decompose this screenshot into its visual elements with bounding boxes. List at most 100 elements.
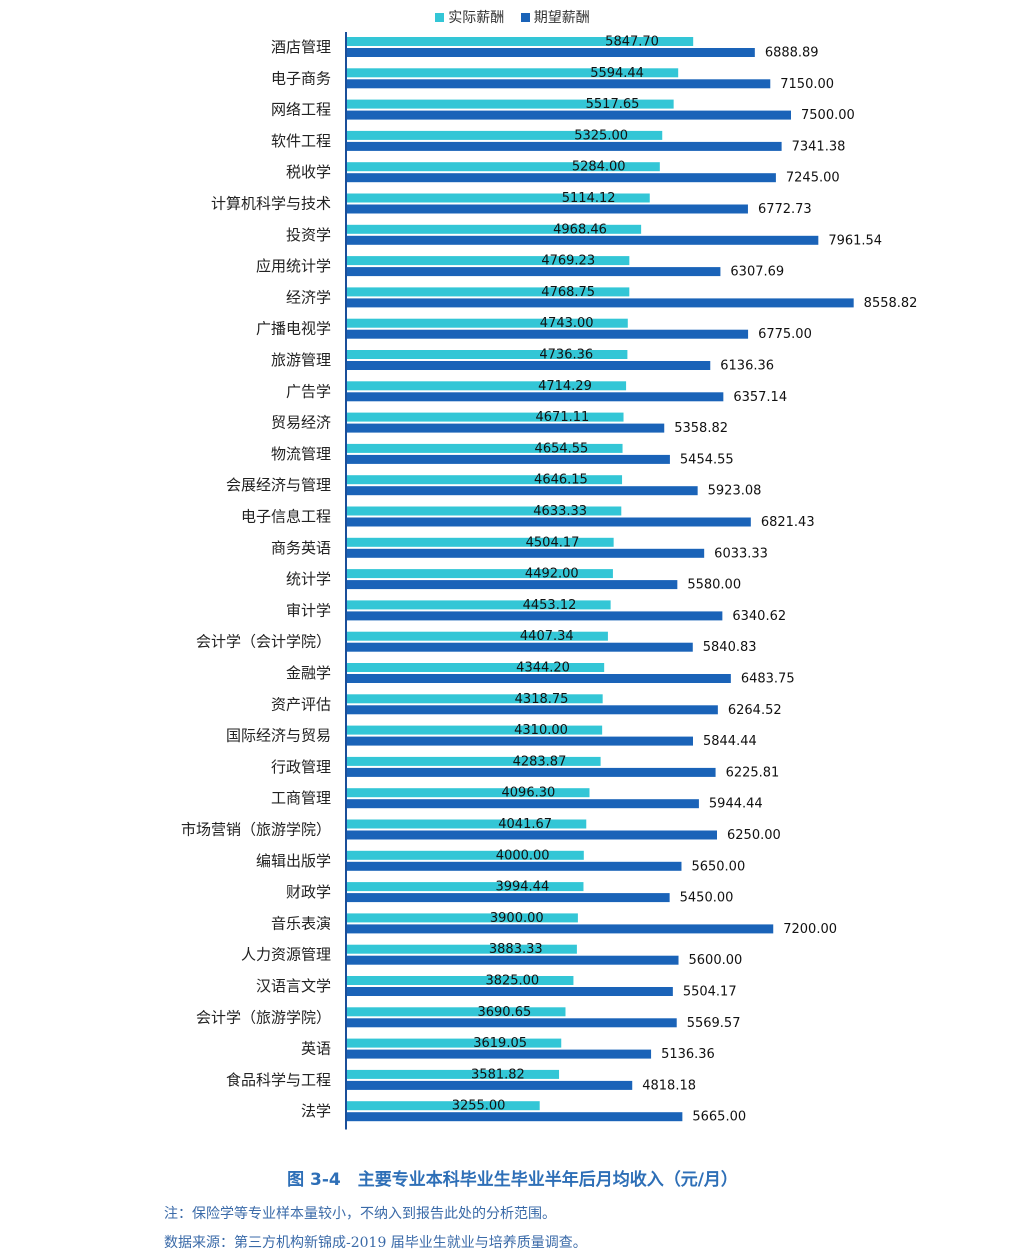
value-label-expected: 5944.44 xyxy=(709,797,763,812)
value-label-actual: 4671.11 xyxy=(536,410,590,425)
bar-expected xyxy=(347,361,711,370)
value-label-actual: 3883.33 xyxy=(489,942,543,957)
value-label-expected: 5665.00 xyxy=(692,1110,746,1125)
bar-actual xyxy=(347,944,577,954)
bar-expected xyxy=(347,924,774,934)
value-label-expected: 5650.00 xyxy=(691,859,745,874)
value-label-actual: 5114.12 xyxy=(562,191,616,206)
category-label: 计算机科学与技术 xyxy=(211,195,331,213)
legend-label-expected: 期望薪酬 xyxy=(533,10,590,26)
value-label-actual: 4310.00 xyxy=(514,723,568,738)
value-label-actual: 4000.00 xyxy=(496,848,550,863)
category-label: 旅游管理 xyxy=(271,351,331,369)
bar-expected xyxy=(347,267,721,277)
bar-expected xyxy=(347,1080,633,1090)
category-label: 金融学 xyxy=(286,664,331,682)
bar-expected xyxy=(347,48,755,57)
bar-expected xyxy=(347,861,682,871)
value-label-actual: 3900.00 xyxy=(490,911,544,926)
bar-actual xyxy=(347,475,623,485)
value-label-actual: 4492.00 xyxy=(525,567,579,582)
value-label-actual: 4407.34 xyxy=(520,629,574,644)
category-label: 资产评估 xyxy=(271,695,331,713)
bar-expected xyxy=(347,955,679,965)
bar-actual xyxy=(347,788,590,798)
legend-label-actual: 实际薪酬 xyxy=(448,10,505,26)
bar-actual xyxy=(347,569,613,579)
value-label-expected: 7961.54 xyxy=(828,233,882,248)
category-label: 酒店管理 xyxy=(271,38,331,56)
category-label: 税收学 xyxy=(286,163,331,181)
bar-actual xyxy=(347,162,660,172)
bar-actual xyxy=(347,68,679,78)
bar-expected xyxy=(347,173,776,183)
bar-actual xyxy=(347,193,650,203)
bar-actual xyxy=(347,1069,560,1079)
bar-actual xyxy=(347,506,622,516)
value-label-expected: 6772.73 xyxy=(758,202,812,217)
bar-actual xyxy=(347,350,628,359)
bar-expected xyxy=(347,79,771,89)
value-label-actual: 4654.55 xyxy=(535,441,589,456)
value-label-actual: 3690.65 xyxy=(477,1005,531,1020)
bar-actual xyxy=(347,600,611,610)
category-label: 会计学（会计学院） xyxy=(196,633,331,651)
category-label: 国际经济与贸易 xyxy=(226,727,331,745)
category-label: 会展经济与管理 xyxy=(226,476,331,494)
value-label-expected: 5580.00 xyxy=(687,578,741,593)
value-label-expected: 5358.82 xyxy=(674,421,728,436)
category-label: 编辑出版学 xyxy=(256,852,331,870)
category-label: 市场营销（旅游学院） xyxy=(181,821,331,839)
bar-expected xyxy=(347,830,717,840)
category-label: 软件工程 xyxy=(271,132,331,150)
value-label-expected: 6225.81 xyxy=(726,765,780,780)
value-label-actual: 5284.00 xyxy=(572,160,626,175)
value-label-actual: 4041.67 xyxy=(498,817,552,832)
bar-actual xyxy=(347,381,627,391)
value-label-actual: 4318.75 xyxy=(515,692,569,707)
bar-actual xyxy=(347,819,587,829)
category-label: 广播电视学 xyxy=(256,320,331,338)
value-label-expected: 6821.43 xyxy=(761,515,815,530)
legend-item-expected: 期望薪酬 xyxy=(520,7,590,27)
bar-expected xyxy=(347,736,693,746)
bar-actual xyxy=(347,976,574,985)
bar-actual xyxy=(347,287,630,297)
bar-expected xyxy=(347,517,751,527)
value-label-expected: 6483.75 xyxy=(741,672,795,687)
category-label: 食品科学与工程 xyxy=(226,1071,331,1089)
value-label-actual: 4633.33 xyxy=(533,504,587,519)
value-label-actual: 5325.00 xyxy=(574,128,628,143)
value-label-expected: 5136.36 xyxy=(661,1047,715,1062)
value-label-actual: 3825.00 xyxy=(485,974,539,989)
value-label-expected: 5569.57 xyxy=(687,1016,741,1031)
value-label-expected: 5600.00 xyxy=(689,953,743,968)
value-label-actual: 5847.70 xyxy=(605,35,659,50)
legend-swatch-expected xyxy=(520,12,530,22)
value-label-expected: 6340.62 xyxy=(732,609,786,624)
value-label-expected: 5844.44 xyxy=(703,734,757,749)
value-label-expected: 6888.89 xyxy=(765,46,819,61)
value-label-expected: 8558.82 xyxy=(864,296,918,311)
value-label-actual: 4344.20 xyxy=(516,661,570,676)
value-label-expected: 6250.00 xyxy=(727,828,781,843)
value-label-expected: 6264.52 xyxy=(728,703,782,718)
bar-expected xyxy=(347,1112,683,1122)
bar-actual xyxy=(347,725,603,735)
bar-expected xyxy=(347,548,705,558)
category-label: 商务英语 xyxy=(271,539,331,557)
category-label: 广告学 xyxy=(286,382,331,400)
category-label: 行政管理 xyxy=(271,758,331,776)
value-label-actual: 3581.82 xyxy=(471,1067,525,1082)
value-label-actual: 4743.00 xyxy=(540,316,594,331)
category-label: 统计学 xyxy=(286,570,331,588)
bar-expected xyxy=(347,705,718,715)
chart-legend: 实际薪酬 期望薪酬 xyxy=(0,7,1025,27)
value-label-expected: 5450.00 xyxy=(680,891,734,906)
bar-actual xyxy=(347,756,601,766)
bar-actual xyxy=(347,443,623,453)
bar-expected xyxy=(347,611,723,621)
bar-actual xyxy=(347,1007,566,1017)
bar-expected xyxy=(347,674,731,683)
bar-actual xyxy=(347,318,628,328)
